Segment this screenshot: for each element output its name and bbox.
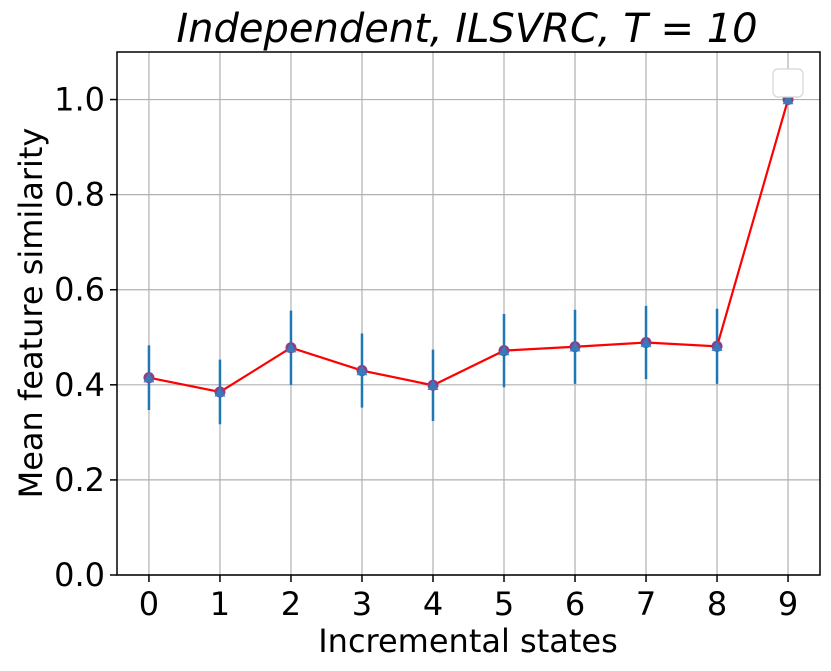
y-axis-label: Mean feature similarity [12,128,50,499]
plot-area [143,94,794,425]
y-tick-label: 0.4 [54,366,105,404]
data-point-triangle [569,341,581,352]
x-axis-label: Incremental states [318,622,618,660]
x-tick-label: 0 [139,585,159,623]
x-tick-label: 1 [210,585,230,623]
data-point-triangle [782,94,794,105]
series-line [148,99,790,394]
x-tick-label: 7 [636,585,656,623]
y-tick-label: 0.8 [54,176,105,214]
data-point-triangle [640,337,652,348]
data-point-triangle [498,345,510,356]
x-tick-label: 9 [778,585,798,623]
y-tick-label: 1.0 [54,81,105,119]
data-point-triangle [285,342,297,353]
plot-frame [116,51,821,576]
x-tick-label: 3 [352,585,372,623]
data-point-triangle [143,372,155,383]
y-tick-label: 0.0 [54,556,105,594]
grid [117,52,820,576]
x-tick-label: 5 [494,585,514,623]
y-tick-label: 0.2 [54,461,105,499]
x-tick-label: 8 [707,585,727,623]
data-point-triangle [356,365,368,376]
data-point-triangle [214,386,226,397]
legend-box [772,68,804,98]
x-axis: 0 1 2 3 4 5 6 7 8 9 [139,575,798,623]
y-axis: 0.0 0.2 0.4 0.6 0.8 1.0 [54,81,117,594]
data-point-triangle [711,340,723,351]
x-tick-label: 2 [281,585,301,623]
x-tick-label: 4 [423,585,443,623]
chart-title: Independent, ILSVRC, T = 10 [176,6,757,52]
x-tick-label: 6 [565,585,585,623]
data-point-triangle [427,379,439,390]
y-tick-label: 0.6 [54,271,105,309]
